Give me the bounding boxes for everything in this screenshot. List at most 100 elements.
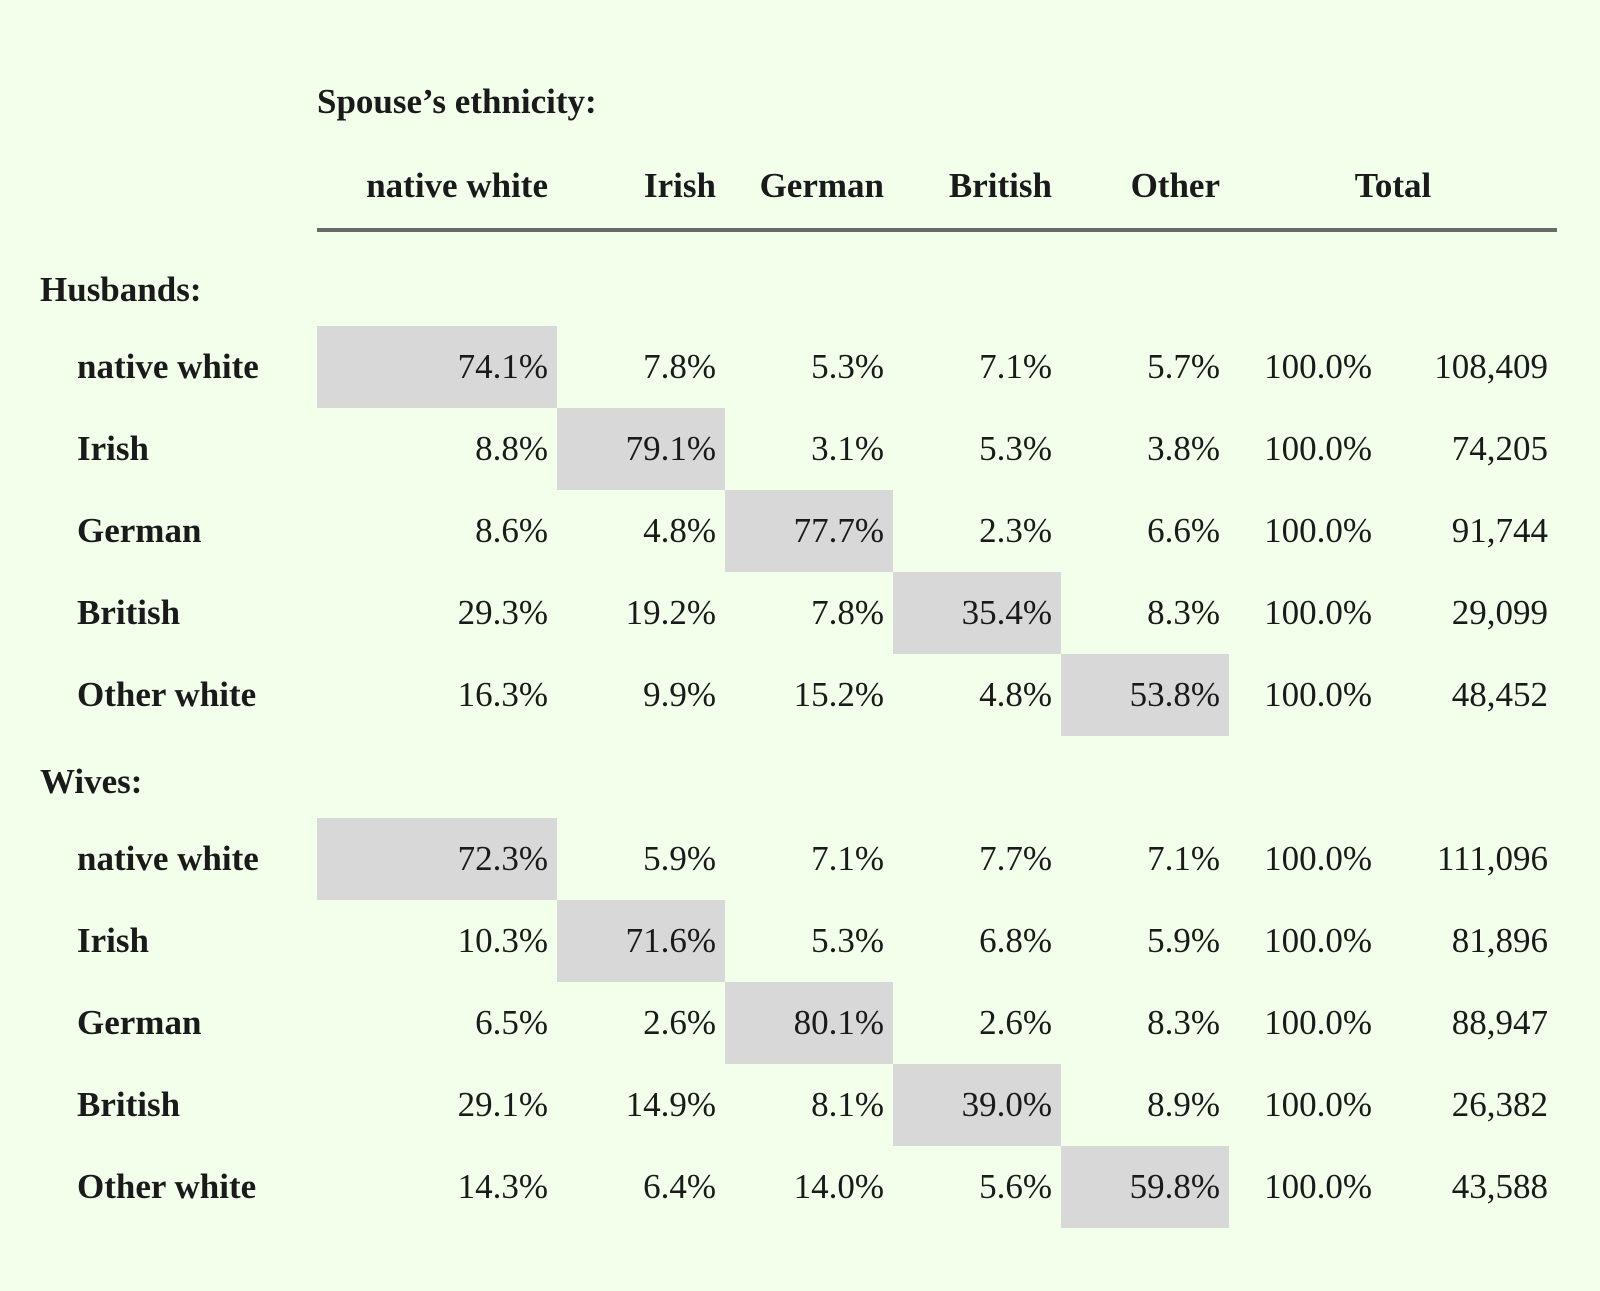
cell-value: 5.3% [811,921,884,960]
cell-value: 6.4% [643,1167,716,1206]
table-row: native white 74.1% 7.8% 5.3% 7.1% 5.7% 1… [40,326,1557,408]
col-header-total: Total [1229,124,1558,232]
table-title: Spouse’s ethnicity: [317,82,597,121]
cell-value: 19.2% [625,593,716,632]
cell-value: 14.3% [457,1167,548,1206]
cell-total-pct: 100.0% [1264,429,1372,468]
table-row: British 29.3% 19.2% 7.8% 35.4% 8.3% 100.… [40,572,1557,654]
cell-value: 74.1% [317,326,557,408]
cell-value: 59.8% [1061,1146,1229,1228]
section-label: Wives: [40,762,143,801]
row-label: Other white [77,1167,257,1206]
cell-total-n: 88,947 [1451,1003,1549,1042]
table-row: Irish 10.3% 71.6% 5.3% 6.8% 5.9% 100.0% … [40,900,1557,982]
cell-value: 16.3% [457,675,548,714]
row-label: German [77,511,202,550]
section-header-wives: Wives: [40,736,1557,818]
row-label: Irish [77,921,149,960]
row-label: Irish [77,429,149,468]
cell-value: 5.3% [811,347,884,386]
col-header-british: British [893,124,1061,232]
cell-value: 35.4% [893,572,1061,654]
table-row: German 6.5% 2.6% 80.1% 2.6% 8.3% 100.0% … [40,982,1557,1064]
cell-value: 8.8% [475,429,548,468]
table-row: native white 72.3% 5.9% 7.1% 7.7% 7.1% 1… [40,818,1557,900]
table-row: Other white 14.3% 6.4% 14.0% 5.6% 59.8% … [40,1146,1557,1228]
row-label: native white [77,839,259,878]
cell-value: 7.8% [643,347,716,386]
cell-value: 71.6% [557,900,725,982]
cell-total-pct: 100.0% [1264,921,1372,960]
cell-value: 3.8% [1147,429,1220,468]
table-row: German 8.6% 4.8% 77.7% 2.3% 6.6% 100.0% … [40,490,1557,572]
cell-total-pct: 100.0% [1264,593,1372,632]
cell-value: 5.6% [979,1167,1052,1206]
cell-value: 8.9% [1147,1085,1220,1124]
row-label: British [77,1085,181,1124]
cell-value: 8.1% [811,1085,884,1124]
cell-value: 9.9% [643,675,716,714]
cell-value: 2.3% [979,511,1052,550]
column-header-row: native white Irish German British Other … [40,124,1558,232]
cell-total-n: 91,744 [1451,511,1549,550]
cell-value: 4.8% [643,511,716,550]
row-label: native white [77,347,259,386]
cell-value: 6.6% [1147,511,1220,550]
cell-value: 5.3% [979,429,1052,468]
cell-total-pct: 100.0% [1264,1085,1372,1124]
cell-total-pct: 100.0% [1264,675,1372,714]
section-header-husbands: Husbands: [40,232,1557,326]
cell-total-n: 43,588 [1451,1167,1549,1206]
cell-total-n: 108,409 [1434,347,1549,386]
cell-value: 72.3% [317,818,557,900]
cell-value: 5.9% [643,839,716,878]
cell-value: 7.1% [979,347,1052,386]
cell-total-pct: 100.0% [1264,1003,1372,1042]
cell-value: 6.8% [979,921,1052,960]
row-label: Other white [77,675,257,714]
cell-value: 14.0% [793,1167,884,1206]
cell-value: 77.7% [725,490,893,572]
cell-total-n: 26,382 [1451,1085,1549,1124]
col-header-german: German [725,124,893,232]
cell-total-n: 111,096 [1436,839,1549,878]
cell-value: 7.7% [979,839,1052,878]
cell-value: 10.3% [457,921,548,960]
table-row: Irish 8.8% 79.1% 3.1% 5.3% 3.8% 100.0% 7… [40,408,1557,490]
cell-total-pct: 100.0% [1264,347,1372,386]
col-header-spacer [40,124,317,232]
cell-total-n: 81,896 [1451,921,1549,960]
cell-value: 6.5% [475,1003,548,1042]
cell-total-pct: 100.0% [1264,839,1372,878]
col-header-other: Other [1061,124,1229,232]
cell-value: 14.9% [625,1085,716,1124]
cell-total-pct: 100.0% [1264,1167,1372,1206]
col-header-irish: Irish [557,124,725,232]
cell-value: 29.1% [457,1085,548,1124]
cell-total-n: 29,099 [1451,593,1549,632]
cell-value: 79.1% [557,408,725,490]
cell-value: 15.2% [793,675,884,714]
cell-value: 7.8% [811,593,884,632]
cell-value: 29.3% [457,593,548,632]
cell-total-n: 74,205 [1451,429,1549,468]
cell-value: 7.1% [1147,839,1220,878]
cell-value: 8.3% [1147,1003,1220,1042]
cell-value: 5.7% [1147,347,1220,386]
cell-total-pct: 100.0% [1264,511,1372,550]
cell-value: 2.6% [643,1003,716,1042]
cell-value: 7.1% [811,839,884,878]
table-row: British 29.1% 14.9% 8.1% 39.0% 8.9% 100.… [40,1064,1557,1146]
ethnicity-crosstab-table: native white Irish German British Other … [40,124,1558,1228]
section-label: Husbands: [40,270,202,309]
cell-value: 53.8% [1061,654,1229,736]
col-header-native-white: native white [317,124,557,232]
cell-value: 39.0% [893,1064,1061,1146]
cell-value: 8.6% [475,511,548,550]
cell-value: 4.8% [979,675,1052,714]
cell-value: 2.6% [979,1003,1052,1042]
row-label: German [77,1003,202,1042]
cell-total-n: 48,452 [1451,675,1549,714]
table-row: Other white 16.3% 9.9% 15.2% 4.8% 53.8% … [40,654,1557,736]
